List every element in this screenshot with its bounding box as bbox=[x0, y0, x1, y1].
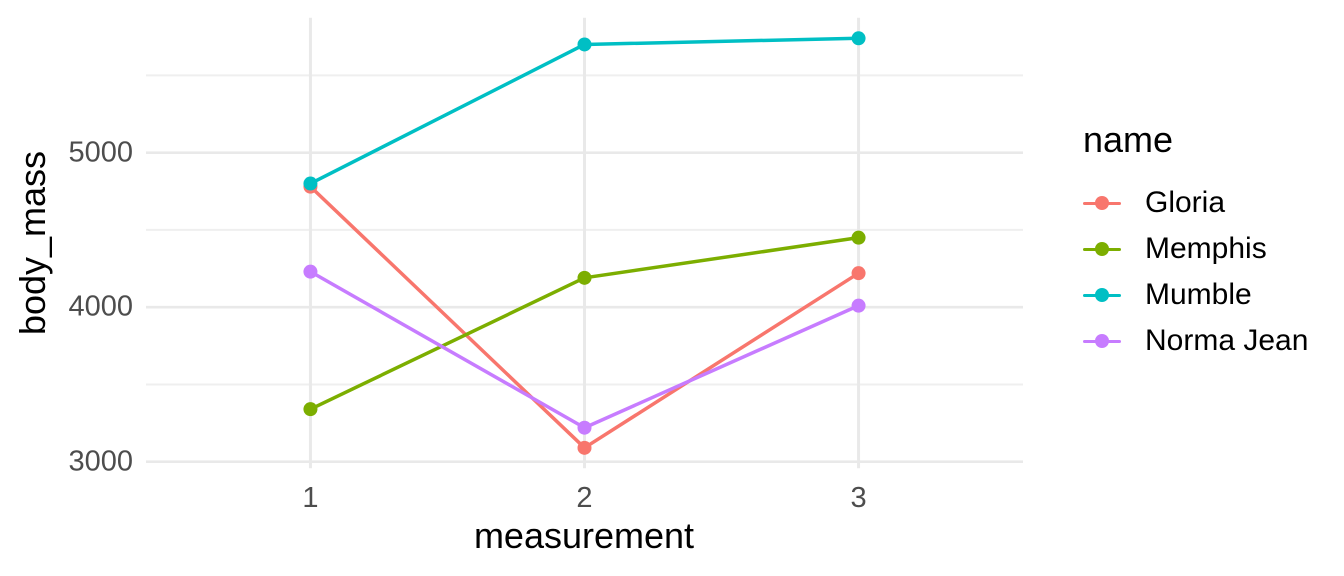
legend-label: Mumble bbox=[1145, 278, 1252, 311]
data-point-mumble bbox=[303, 176, 318, 191]
data-point-gloria bbox=[851, 266, 866, 281]
legend-label: Norma Jean bbox=[1145, 324, 1309, 357]
legend-item-mumble: Mumble bbox=[1083, 272, 1308, 318]
x-axis-title: measurement bbox=[473, 515, 695, 556]
legend-title: name bbox=[1083, 119, 1174, 160]
legend-label: Gloria bbox=[1145, 186, 1226, 219]
legend-item-gloria: Gloria bbox=[1083, 180, 1308, 226]
legend-key-dot bbox=[1095, 288, 1109, 302]
x-tick-label: 1 bbox=[302, 482, 319, 514]
data-point-memphis bbox=[851, 230, 866, 245]
legend-items: Gloria Memphis Mumble Norma Jean bbox=[1083, 180, 1308, 364]
data-point-memphis bbox=[303, 402, 318, 417]
data-point-mumble bbox=[577, 37, 592, 52]
data-point-memphis bbox=[577, 270, 592, 285]
y-tick-label: 3000 bbox=[68, 445, 133, 478]
legend-item-norma-jean: Norma Jean bbox=[1083, 318, 1308, 364]
legend: name Gloria Memphis Mumble Norma Jean bbox=[1083, 122, 1308, 364]
data-point-mumble bbox=[851, 31, 866, 46]
x-tick-label: 2 bbox=[576, 482, 593, 514]
legend-item-memphis: Memphis bbox=[1083, 226, 1308, 272]
legend-key-icon bbox=[1083, 239, 1121, 259]
legend-key-dot bbox=[1095, 242, 1109, 256]
data-point-gloria bbox=[577, 440, 592, 455]
legend-key-icon bbox=[1083, 193, 1121, 213]
legend-key-dot bbox=[1095, 334, 1109, 348]
legend-key-icon bbox=[1083, 285, 1121, 305]
data-point-norma-jean bbox=[851, 298, 866, 313]
legend-key-dot bbox=[1095, 196, 1109, 210]
y-tick-label: 5000 bbox=[68, 136, 133, 169]
y-tick-label: 4000 bbox=[68, 290, 133, 323]
data-point-norma-jean bbox=[577, 420, 592, 435]
legend-key-icon bbox=[1083, 331, 1121, 351]
x-tick-label: 3 bbox=[850, 482, 867, 514]
legend-label: Memphis bbox=[1145, 232, 1267, 265]
data-point-norma-jean bbox=[303, 264, 318, 279]
